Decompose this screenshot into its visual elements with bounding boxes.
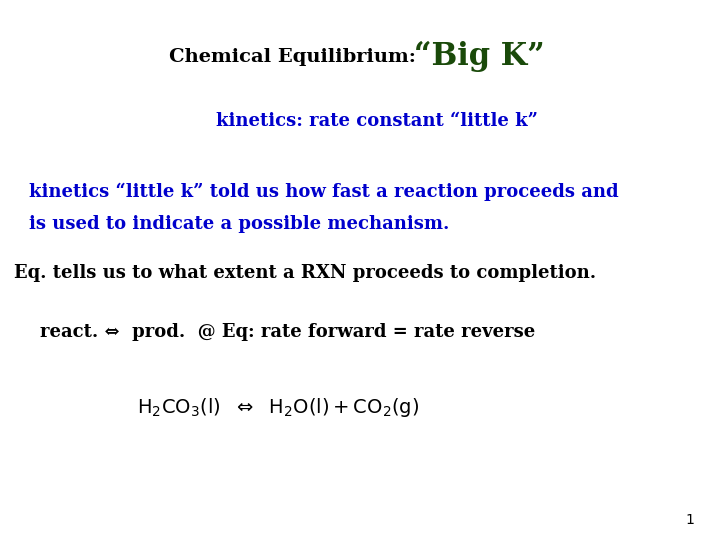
Text: 1: 1 xyxy=(686,512,695,526)
Text: is used to indicate a possible mechanism.: is used to indicate a possible mechanism… xyxy=(29,215,449,233)
Text: react. ⇔  prod.  @ Eq: rate forward = rate reverse: react. ⇔ prod. @ Eq: rate forward = rate… xyxy=(40,323,535,341)
Text: kinetics “little k” told us how fast a reaction proceeds and: kinetics “little k” told us how fast a r… xyxy=(29,183,618,201)
Text: “Big K”: “Big K” xyxy=(414,41,545,72)
Text: Eq. tells us to what extent a RXN proceeds to completion.: Eq. tells us to what extent a RXN procee… xyxy=(14,264,597,282)
Text: kinetics: rate constant “little k”: kinetics: rate constant “little k” xyxy=(216,112,538,131)
Text: Chemical Equilibrium:: Chemical Equilibrium: xyxy=(169,48,430,66)
Text: $\mathregular{H_2CO_3(l)}$  $\Leftrightarrow$  $\mathregular{H_2O(l) + CO_2(g)}$: $\mathregular{H_2CO_3(l)}$ $\Leftrightar… xyxy=(137,396,419,419)
